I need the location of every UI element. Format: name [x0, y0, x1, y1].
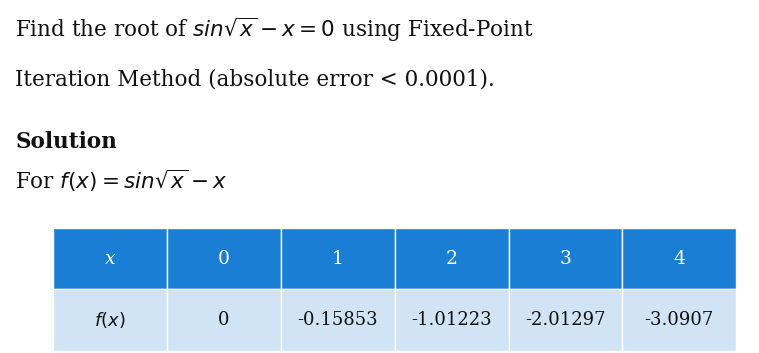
Text: 4: 4 [673, 250, 685, 268]
Text: 0: 0 [218, 250, 230, 268]
FancyBboxPatch shape [395, 228, 509, 289]
Text: Find the root of $sin\sqrt{x} - x = 0$ using Fixed-Point: Find the root of $sin\sqrt{x} - x = 0$ u… [15, 16, 534, 44]
FancyBboxPatch shape [622, 289, 736, 351]
Text: 3: 3 [559, 250, 572, 268]
FancyBboxPatch shape [509, 228, 622, 289]
FancyBboxPatch shape [281, 228, 395, 289]
Text: 0: 0 [218, 311, 230, 329]
Text: For $f(x) = sin\sqrt{x} - x$: For $f(x) = sin\sqrt{x} - x$ [15, 168, 228, 194]
FancyBboxPatch shape [53, 228, 167, 289]
FancyBboxPatch shape [53, 289, 167, 351]
Text: -0.15853: -0.15853 [298, 311, 378, 329]
Text: 1: 1 [332, 250, 344, 268]
FancyBboxPatch shape [167, 289, 281, 351]
FancyBboxPatch shape [622, 228, 736, 289]
FancyBboxPatch shape [509, 289, 622, 351]
FancyBboxPatch shape [395, 289, 509, 351]
Text: Solution: Solution [15, 131, 117, 152]
FancyBboxPatch shape [281, 289, 395, 351]
Text: $f(x)$: $f(x)$ [94, 310, 126, 330]
Text: -3.0907: -3.0907 [644, 311, 714, 329]
Text: x: x [105, 250, 115, 268]
Text: Iteration Method (absolute error < 0.0001).: Iteration Method (absolute error < 0.000… [15, 69, 495, 91]
FancyBboxPatch shape [167, 228, 281, 289]
Text: 2: 2 [446, 250, 458, 268]
Text: -2.01297: -2.01297 [525, 311, 606, 329]
Text: -1.01223: -1.01223 [411, 311, 492, 329]
